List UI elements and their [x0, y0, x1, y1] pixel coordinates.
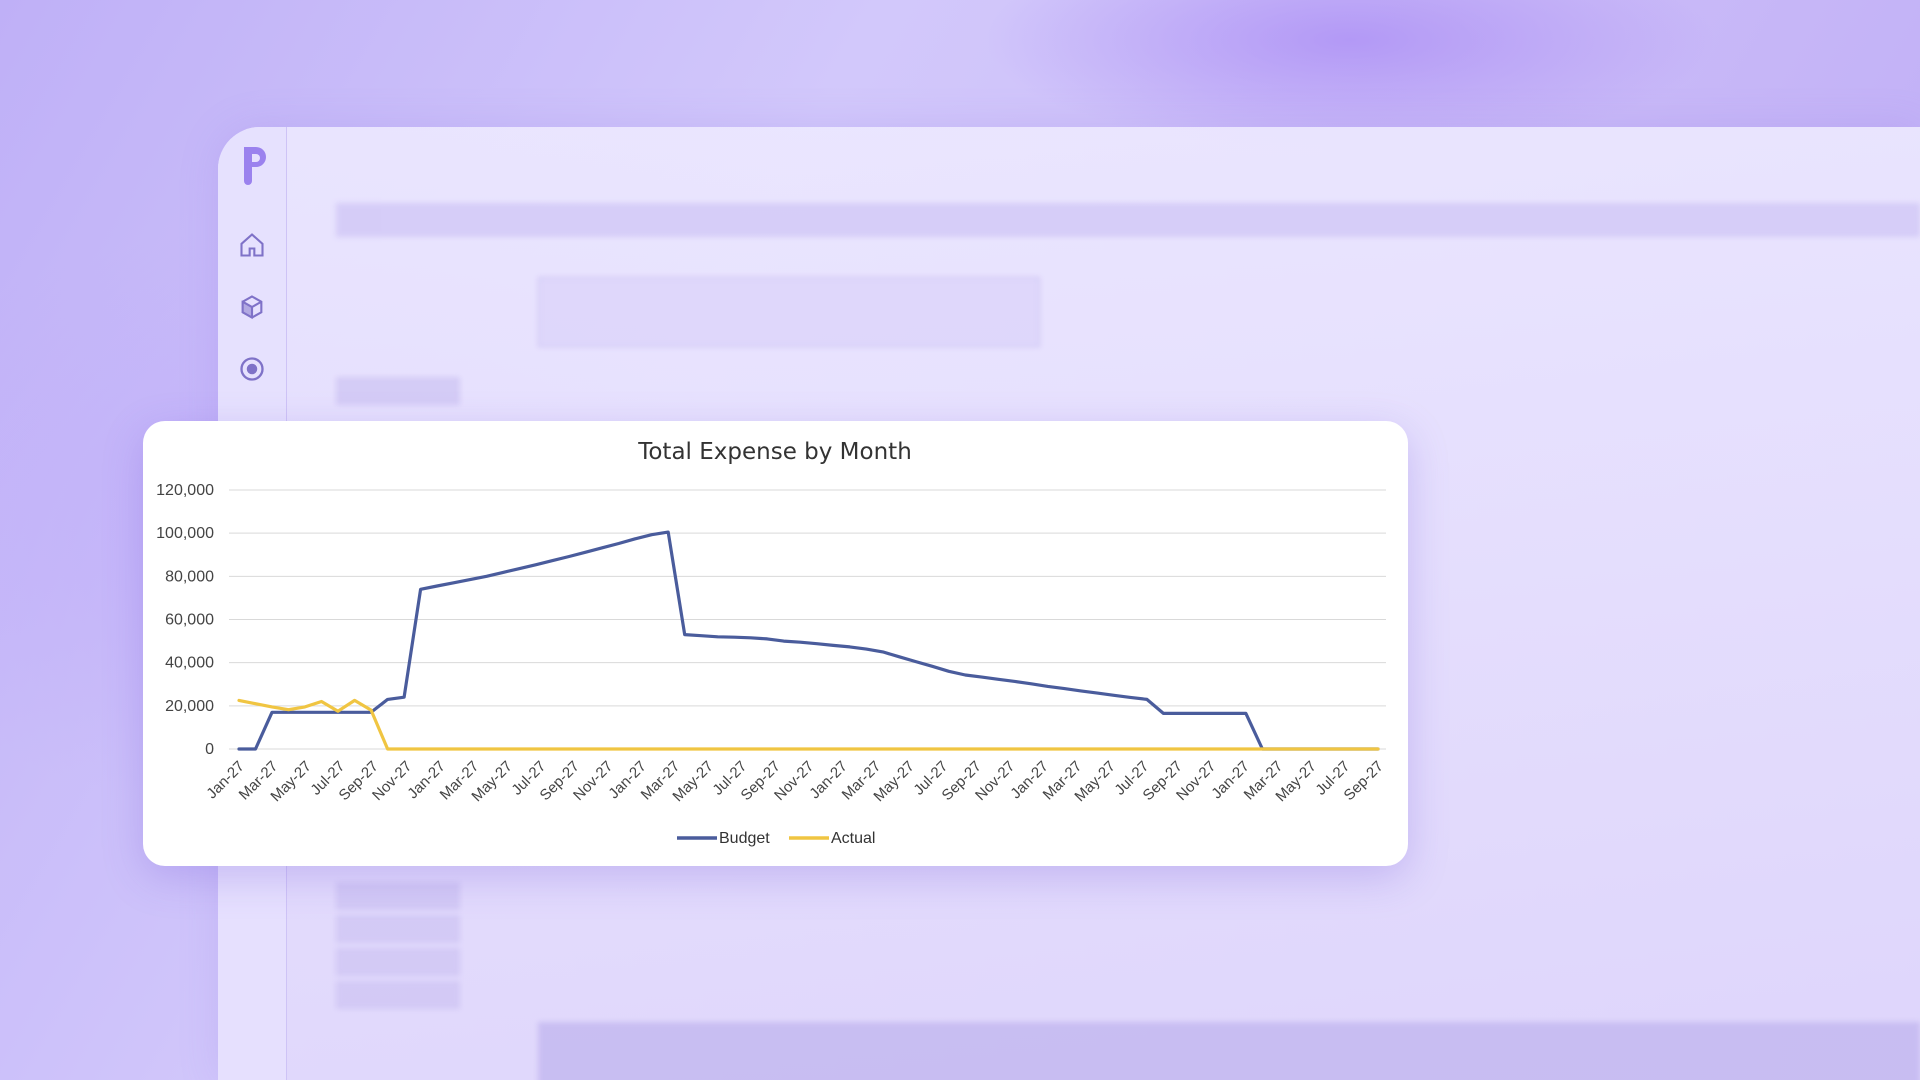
- column-header-bar: [336, 203, 1920, 237]
- y-tick-label: 40,000: [165, 655, 214, 672]
- expense-line-chart: Total Expense by Month 120,000 100,000 80,…: [156, 439, 1387, 847]
- chart-card: Total Expense by Month 120,000 100,000 80,…: [143, 421, 1408, 866]
- home-icon[interactable]: [232, 225, 272, 265]
- spreadsheet-background: [286, 127, 1920, 1080]
- legend-label: Actual: [831, 830, 875, 847]
- chart-title: Total Expense by Month: [637, 439, 912, 465]
- budget-box: [538, 277, 1040, 347]
- target-icon[interactable]: [232, 349, 272, 389]
- table-row: [336, 981, 1920, 1011]
- totals-bar: [538, 1022, 1920, 1080]
- table-row: [336, 915, 1920, 945]
- legend-label: Budget: [719, 830, 770, 847]
- grid-lines: [229, 489, 1386, 750]
- y-tick-label: 20,000: [165, 698, 214, 715]
- table-row: [336, 882, 1920, 912]
- table-row: [336, 948, 1920, 978]
- y-tick-label: 0: [205, 741, 214, 758]
- app-logo[interactable]: [238, 143, 272, 187]
- series-line-budget: [237, 530, 1380, 751]
- y-tick-label: 100,000: [156, 525, 214, 542]
- series-lines: [237, 530, 1380, 751]
- y-axis-ticks: 120,000 100,000 80,000 60,000 40,000 20,000 0: [156, 482, 214, 758]
- series-line-actual: [237, 698, 1380, 751]
- x-axis-ticks: Jan-27Mar-27May-27Jul-27Sep-27Nov-27Jan-…: [203, 758, 1386, 805]
- y-tick-label: 60,000: [165, 612, 214, 629]
- legend: Budget Actual: [677, 830, 875, 847]
- table-row: [336, 377, 1920, 407]
- y-tick-label: 120,000: [156, 482, 214, 499]
- y-tick-label: 80,000: [165, 568, 214, 585]
- cube-icon[interactable]: [232, 287, 272, 327]
